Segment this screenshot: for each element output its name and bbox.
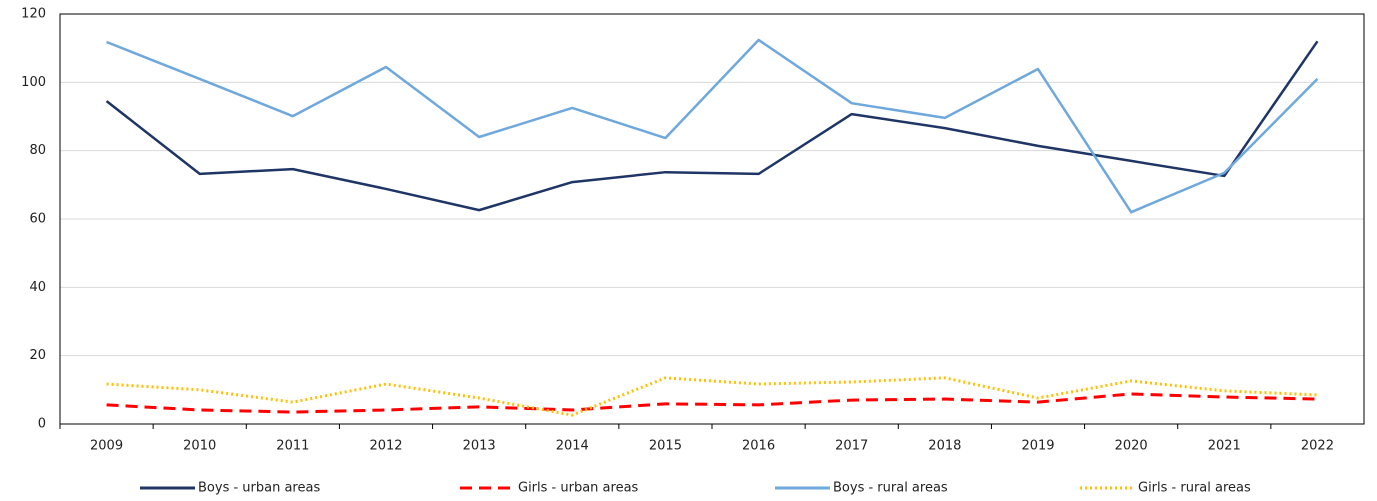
x-tick-label: 2021: [1208, 439, 1241, 454]
x-tick-label: 2016: [742, 439, 775, 454]
x-tick-label: 2017: [835, 439, 868, 454]
x-tick-label: 2014: [556, 439, 589, 454]
legend-label: Girls - rural areas: [1138, 481, 1251, 496]
x-tick-label: 2022: [1301, 439, 1334, 454]
x-tick-label: 2019: [1021, 439, 1054, 454]
x-tick-label: 2009: [90, 439, 123, 454]
legend-label: Girls - urban areas: [518, 481, 639, 496]
x-tick-label: 2011: [276, 439, 309, 454]
x-tick-label: 2010: [183, 439, 216, 454]
series-line: [106, 392, 1318, 414]
legend-label: Boys - rural areas: [833, 481, 948, 496]
legend-label: Boys - urban areas: [198, 481, 320, 496]
y-tick-label: 40: [29, 280, 46, 295]
x-tick-label: 2012: [369, 439, 402, 454]
y-tick-label: 0: [38, 417, 46, 432]
x-tick-label: 2013: [463, 439, 496, 454]
y-tick-label: 60: [29, 212, 46, 227]
x-tick-label: 2020: [1115, 439, 1148, 454]
y-tick-label: 100: [21, 75, 46, 90]
y-tick-label: 120: [21, 7, 46, 22]
x-tick-label: 2015: [649, 439, 682, 454]
x-tick-label: 2018: [928, 439, 961, 454]
series-line: [106, 376, 1318, 417]
y-tick-label: 80: [29, 143, 46, 158]
series-line: [105, 40, 1319, 212]
series-line: [106, 38, 1319, 214]
y-tick-label: 20: [29, 348, 46, 363]
